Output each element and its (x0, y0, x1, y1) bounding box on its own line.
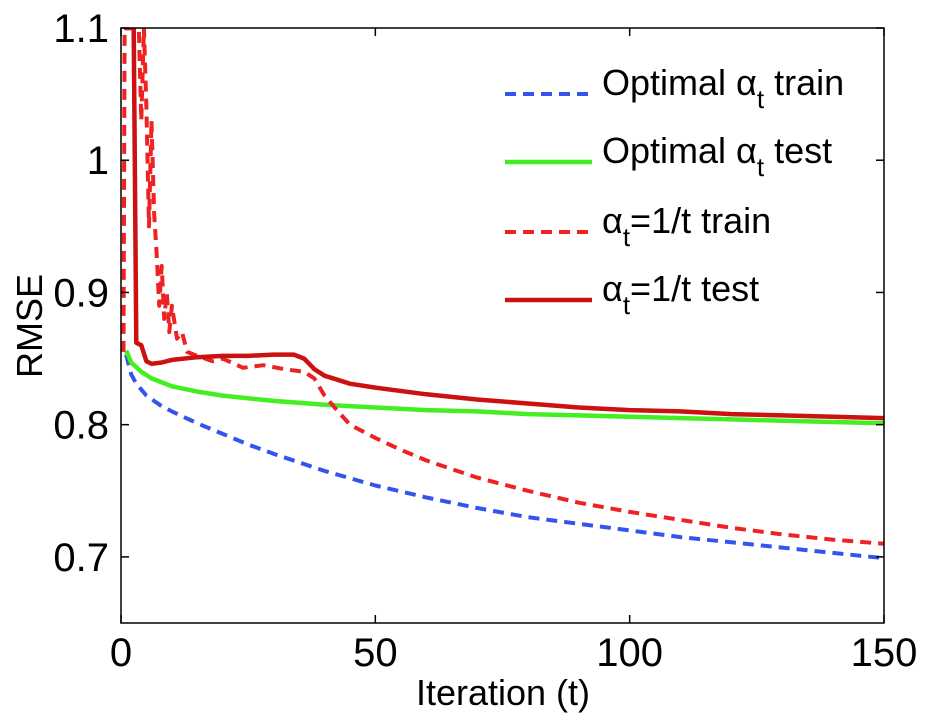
x-tick-label: 0 (110, 631, 132, 675)
legend: Optimal αt train Optimal αt test αt=1/t tr… (505, 62, 844, 320)
y-tick-label: 0.7 (53, 536, 109, 580)
legend-label-3: αt=1/t train (602, 200, 771, 252)
y-tick-label: 0.9 (53, 271, 109, 315)
y-axis-label: RMSE (9, 274, 50, 378)
x-tick-label: 50 (353, 631, 398, 675)
series-line-4 (124, 28, 884, 421)
plot-area (121, 28, 884, 623)
x-axis-label: Iteration (t) (416, 672, 590, 713)
legend-label-4: αt=1/t test (602, 268, 759, 320)
y-tick-label: 0.8 (53, 404, 109, 448)
x-tick-label: 100 (596, 631, 663, 675)
y-tick-label: 1 (87, 139, 109, 183)
series-line-2 (124, 349, 884, 426)
x-tick-label: 150 (851, 631, 918, 675)
axes-box (120, 27, 885, 624)
legend-label-2: Optimal αt test (602, 130, 832, 182)
legend-label-1: Optimal αt train (602, 62, 844, 114)
y-tick-label: 1.1 (53, 7, 109, 51)
series-line-1 (124, 354, 884, 561)
